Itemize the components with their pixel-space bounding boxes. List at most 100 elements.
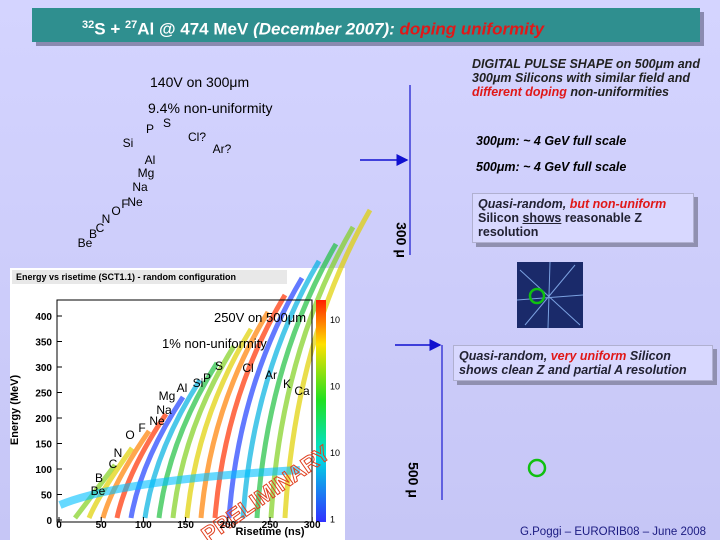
band	[240, 259, 322, 519]
y-tick-label: 300	[35, 363, 52, 374]
element-label: Ne	[149, 414, 165, 428]
marker-circle	[527, 458, 547, 478]
x-tick-label: 0	[56, 520, 62, 531]
band	[254, 242, 339, 519]
element-label: C	[109, 457, 118, 471]
color-tick-label: 10	[330, 315, 340, 325]
element-label: Na	[156, 403, 172, 417]
element-label: Al	[177, 381, 188, 395]
element-label: S	[163, 116, 171, 130]
band	[58, 466, 301, 509]
title-bar: 32S + 27Al @ 474 MeV (December 2007): do…	[32, 8, 700, 42]
element-label: Si	[193, 376, 204, 390]
x-tick-label: 150	[177, 520, 194, 531]
band	[170, 344, 237, 519]
band	[198, 310, 271, 519]
element-label: Si	[123, 136, 134, 150]
element-label: Ne	[127, 195, 143, 209]
element-label: Be	[91, 484, 106, 498]
element-label: Be	[78, 236, 93, 250]
marker-circle	[528, 287, 546, 305]
plot-frame	[56, 299, 313, 523]
box-text: Silicon shows clean Z and partial A reso…	[459, 349, 687, 377]
element-label: Mg	[138, 166, 155, 180]
element-label: Cl?	[188, 130, 206, 144]
y-tick-label: 350	[35, 338, 52, 349]
element-label: Al	[145, 153, 156, 167]
x-label: Risetime (ns)	[235, 526, 304, 538]
upper-thickness: 300 μ	[393, 222, 409, 258]
element-label: O	[125, 428, 134, 442]
scale-500: 500μm: ~ 4 GeV full scale	[476, 160, 627, 174]
color-tick-label: 10	[330, 448, 340, 458]
band	[100, 429, 152, 519]
band	[226, 276, 305, 519]
upper-nonuniformity: 9.4% non-uniformity	[148, 100, 273, 116]
title-date: (December 2007):	[253, 19, 395, 39]
box-red: very uniform	[550, 349, 627, 363]
element-label: Ca	[294, 384, 310, 398]
lower-nonuniformity: 1% non-uniformity	[162, 336, 267, 351]
box-underlined: shows	[522, 211, 562, 225]
title-text: +	[110, 19, 121, 39]
y-label: Energy (MeV)	[9, 375, 21, 446]
x-tick-label: 100	[135, 520, 152, 531]
element-label: N	[102, 212, 111, 226]
band	[184, 327, 254, 519]
lower-thickness: 500 μ	[405, 462, 421, 498]
element-label: F	[138, 421, 145, 435]
scale-300: 300μm: ~ 4 GeV full scale	[476, 134, 627, 148]
x-tick-label: 50	[96, 520, 108, 531]
upper-bias: 140V on 300μm	[150, 74, 250, 90]
lower-plot: Energy vs risetime (SCT1.1) - random con…	[9, 208, 373, 540]
thumbnail-lines	[516, 261, 584, 329]
box-500: Quasi-random, very uniform Silicon shows…	[453, 345, 713, 381]
element-label: K	[283, 377, 291, 391]
intro-text: DIGITAL PULSE SHAPE on 500μm and 300μm S…	[472, 57, 702, 99]
color-tick-label: 1	[330, 515, 335, 525]
color-tick-label: 10	[330, 382, 340, 392]
y-tick-label: 200	[35, 414, 52, 425]
title-highlight: doping uniformity	[399, 19, 545, 39]
box-red: but non-uniform	[569, 197, 667, 211]
box-text: Quasi-random,	[478, 197, 567, 211]
title-text: Al @ 474 MeV	[137, 19, 249, 39]
footer: G.Poggi – EURORIB08 – June 2008	[520, 526, 707, 538]
band	[142, 378, 203, 519]
element-label: Mg	[159, 389, 176, 403]
element-label: Na	[132, 180, 148, 194]
title-mass: 32	[82, 19, 95, 31]
band	[114, 412, 169, 519]
box-300: Quasi-random, but non-uniform Silicon sh…	[472, 193, 694, 243]
element-label: B	[89, 227, 97, 241]
element-label: Cl	[242, 361, 253, 375]
y-tick-label: 50	[41, 491, 53, 502]
color-scale	[316, 300, 326, 522]
element-label: B	[95, 471, 103, 485]
title-mass: 27	[125, 19, 138, 31]
element-label: P	[146, 122, 154, 136]
element-label: N	[114, 446, 123, 460]
y-tick-label: 250	[35, 389, 52, 400]
box-text: Silicon	[478, 211, 519, 225]
x-tick-label: 200	[219, 520, 236, 531]
x-tick-label: 300	[304, 520, 321, 531]
plot-header-bg	[12, 270, 287, 284]
band	[212, 293, 288, 519]
plot-header: Energy vs risetime (SCT1.1) - random con…	[16, 272, 236, 282]
intro: non-uniformities	[570, 85, 669, 99]
element-label: C	[96, 221, 105, 235]
y-tick-label: 100	[35, 465, 52, 476]
lower-bias: 250V on 500μm	[214, 310, 306, 325]
bands	[58, 208, 373, 520]
element-label: Ar	[265, 368, 277, 382]
band	[156, 361, 220, 519]
element-label: Ar?	[213, 142, 232, 156]
element-label: P	[203, 371, 211, 385]
y-tick-label: 150	[35, 440, 52, 451]
element-label: F	[121, 197, 128, 211]
element-label: S	[215, 359, 223, 373]
band	[128, 395, 186, 519]
